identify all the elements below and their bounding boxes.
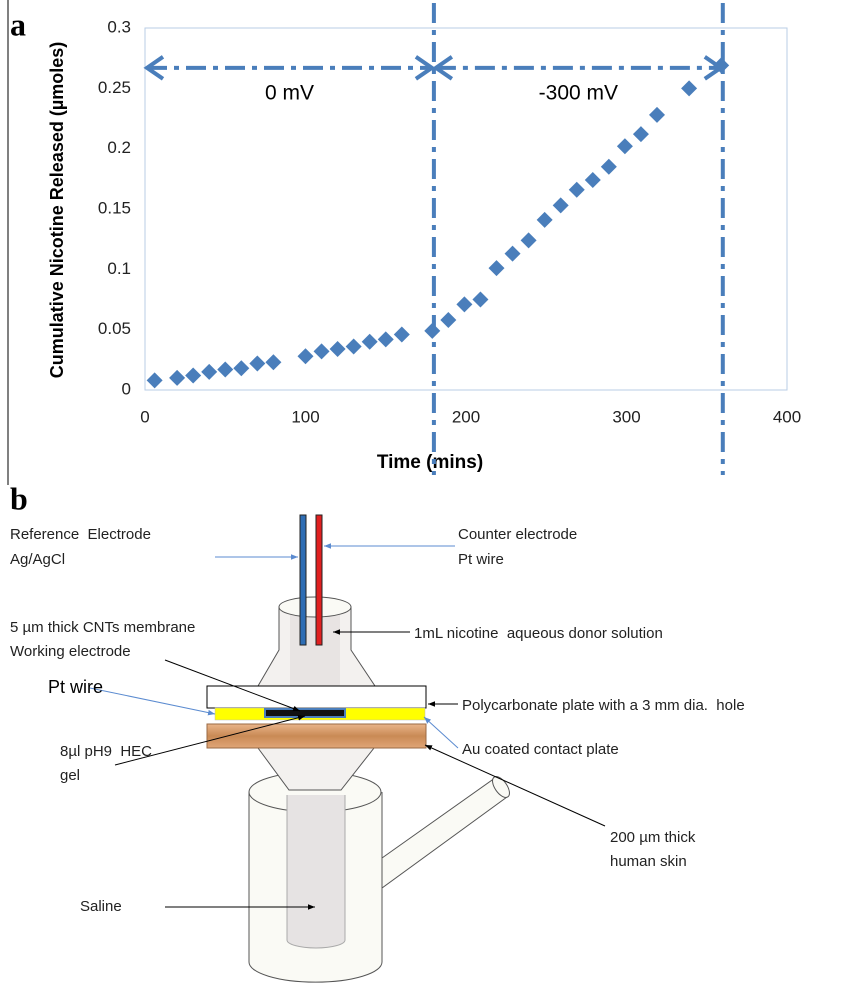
label: Working electrode <box>10 643 131 660</box>
point <box>681 80 698 97</box>
arrow-head <box>414 55 436 81</box>
point <box>616 138 633 155</box>
label: Ag/AgCl <box>10 551 65 568</box>
point <box>169 369 186 386</box>
point <box>233 360 250 377</box>
point <box>632 126 649 143</box>
point <box>600 158 617 175</box>
arrow-head <box>143 55 165 81</box>
panel-label: b <box>10 480 28 516</box>
x-tick-label: 200 <box>452 407 480 426</box>
label: 1mL nicotine aqueous donor solution <box>414 625 663 642</box>
label: 200 µm thick <box>610 829 696 846</box>
y-tick-label: 0.25 <box>98 78 131 97</box>
donor-solution <box>290 612 340 686</box>
label: Polycarbonate plate with a 3 mm dia. hol… <box>462 697 745 714</box>
point <box>472 291 489 308</box>
point <box>146 372 163 389</box>
point <box>568 181 585 198</box>
label: Counter electrode <box>458 526 577 543</box>
x-tick-label: 0 <box>140 407 149 426</box>
point <box>329 340 346 357</box>
point <box>648 106 665 123</box>
side-arm-end <box>492 776 510 798</box>
x-axis-title: Time (mins) <box>377 452 483 473</box>
label: Reference Electrode <box>10 526 151 543</box>
donor-top <box>278 596 352 618</box>
point <box>456 296 473 313</box>
point <box>552 197 569 214</box>
point <box>488 260 505 277</box>
label: human skin <box>610 853 687 870</box>
y-tick-label: 0.05 <box>98 319 131 338</box>
pointer <box>423 716 459 749</box>
point <box>313 343 330 360</box>
diagram: Reference Electrode Ag/AgCl Counter elec… <box>10 514 745 983</box>
x-tick-label: 400 <box>773 407 801 426</box>
x-tick-label: 300 <box>612 407 640 426</box>
pointer <box>424 744 606 827</box>
pointer <box>164 659 301 712</box>
point <box>393 326 410 343</box>
chart: Time (mins) Cumulative Nicotine Released… <box>47 3 801 475</box>
y-tick-label: 0.1 <box>107 259 131 278</box>
point <box>584 172 601 189</box>
point <box>249 355 266 372</box>
point <box>265 354 282 371</box>
polycarbonate-plate <box>206 685 427 709</box>
point <box>361 333 378 350</box>
label: 5 µm thick CNTs membrane <box>10 619 195 636</box>
arrow-head <box>432 55 454 81</box>
label: 8µl pH9 HEC <box>60 743 152 760</box>
y-tick-label: 0.3 <box>107 17 131 36</box>
y-tick-label: 0.2 <box>107 138 131 157</box>
annotation: -300 mV <box>539 81 618 104</box>
point <box>185 367 202 384</box>
inner-tube <box>286 795 346 949</box>
label: Pt wire <box>48 677 103 697</box>
y-tick-label: 0.15 <box>98 198 131 217</box>
point <box>297 348 314 365</box>
point <box>345 338 362 355</box>
counter-electrode <box>315 514 323 646</box>
point <box>536 211 553 228</box>
point <box>424 322 441 339</box>
skin <box>206 723 427 749</box>
point <box>440 312 457 329</box>
label: Pt wire <box>458 551 504 568</box>
point <box>520 232 537 249</box>
point <box>217 361 234 378</box>
label: Au coated contact plate <box>462 741 619 758</box>
plot-area <box>144 27 788 391</box>
x-tick-label: 100 <box>291 407 319 426</box>
point <box>713 57 730 74</box>
membrane <box>264 708 346 718</box>
y-tick-label: 0 <box>122 379 131 398</box>
point <box>201 363 218 380</box>
pointer <box>89 687 216 716</box>
point <box>377 331 394 348</box>
panel-label: a <box>10 6 26 42</box>
annotation: 0 mV <box>265 81 314 104</box>
reference-electrode <box>299 514 307 646</box>
label: gel <box>60 767 80 784</box>
pointer <box>114 715 306 766</box>
label: Saline <box>80 898 122 915</box>
y-axis-title: Cumulative Nicotine Released (µmoles) <box>47 42 67 378</box>
side-arm <box>381 777 508 889</box>
point <box>504 245 521 262</box>
